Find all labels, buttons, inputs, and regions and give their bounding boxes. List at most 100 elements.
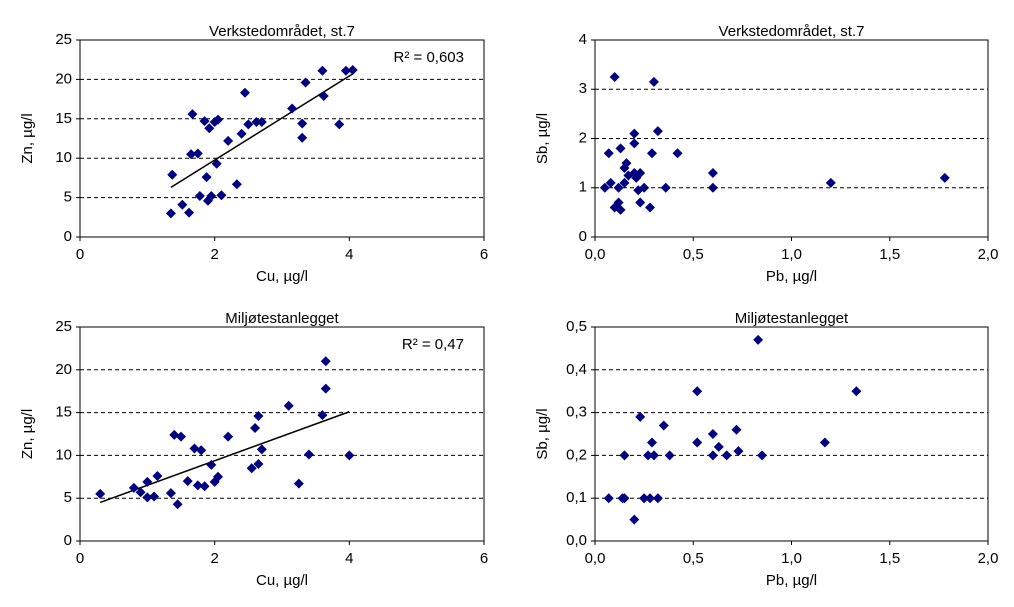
- point: [206, 191, 217, 202]
- plot-frame: [79, 39, 485, 238]
- point: [318, 90, 329, 101]
- point: [621, 158, 632, 169]
- point: [192, 148, 203, 159]
- y-tick-label: 4: [579, 31, 587, 48]
- point: [95, 488, 106, 499]
- point: [303, 449, 314, 460]
- point: [664, 450, 675, 461]
- point: [635, 197, 646, 208]
- y-axis-label: Zn, µg/l: [19, 113, 36, 163]
- y-tick-label: 15: [55, 404, 72, 421]
- x-tick-label: 1,0: [781, 550, 802, 567]
- x-tick-label: 2,0: [978, 550, 999, 567]
- y-tick-label: 15: [55, 110, 72, 127]
- point: [825, 177, 836, 188]
- point: [599, 182, 610, 193]
- point: [731, 424, 742, 435]
- x-tick-label: 0: [76, 246, 84, 263]
- point: [211, 158, 222, 169]
- annotation: R² = 0,603: [394, 49, 464, 66]
- point: [648, 76, 659, 87]
- x-tick-label: 6: [480, 246, 488, 263]
- point: [672, 148, 683, 159]
- point: [660, 182, 671, 193]
- point: [605, 177, 616, 188]
- point: [619, 450, 630, 461]
- point: [192, 480, 203, 491]
- point: [635, 167, 646, 178]
- point: [347, 64, 358, 75]
- chart-title: Verkstedområdet, st.7: [719, 23, 865, 40]
- point: [293, 478, 304, 489]
- point: [246, 463, 257, 474]
- point: [184, 207, 195, 218]
- point: [172, 499, 183, 510]
- point: [223, 135, 234, 146]
- point: [609, 71, 620, 82]
- point: [169, 429, 180, 440]
- point: [167, 169, 178, 180]
- point: [939, 172, 950, 183]
- point: [250, 423, 261, 434]
- point: [317, 410, 328, 421]
- point: [619, 493, 630, 504]
- x-tick-label: 6: [480, 550, 488, 567]
- x-tick-label: 2: [210, 246, 218, 263]
- point: [639, 493, 650, 504]
- point: [199, 481, 210, 492]
- point: [753, 334, 764, 345]
- x-tick-label: 0,5: [683, 246, 704, 263]
- y-axis-label: Zn, µg/l: [19, 409, 36, 459]
- point: [199, 116, 210, 127]
- point: [340, 65, 351, 76]
- y-axis-label: Sb, µg/l: [534, 408, 551, 459]
- y-axis-label: Sb, µg/l: [534, 113, 551, 164]
- y-tick-label: 5: [64, 489, 72, 506]
- point: [615, 204, 626, 215]
- point: [201, 172, 212, 183]
- x-tick-label: 2: [210, 550, 218, 567]
- point: [603, 493, 614, 504]
- point: [629, 128, 640, 139]
- y-tick-label: 0,2: [566, 446, 587, 463]
- point: [165, 488, 176, 499]
- x-axis-label: Cu, µg/l: [256, 572, 308, 589]
- point: [320, 383, 331, 394]
- point: [177, 199, 188, 210]
- point: [189, 443, 200, 454]
- point: [648, 450, 659, 461]
- point: [253, 458, 264, 469]
- point: [635, 411, 646, 422]
- plot-frame: [594, 39, 989, 238]
- point: [733, 446, 744, 457]
- y-tick-label: 10: [55, 149, 72, 166]
- point: [176, 431, 186, 442]
- point: [213, 114, 224, 125]
- point: [142, 476, 153, 487]
- x-tick-label: 4: [345, 246, 353, 263]
- x-tick-label: 1,5: [879, 550, 900, 567]
- point: [619, 177, 630, 188]
- y-tick-label: 0,3: [566, 404, 587, 421]
- point: [707, 450, 718, 461]
- point: [646, 148, 657, 159]
- y-tick-label: 25: [55, 318, 72, 335]
- point: [186, 149, 197, 160]
- point: [283, 400, 294, 411]
- x-tick-label: 0,5: [683, 550, 704, 567]
- point: [128, 482, 139, 493]
- point: [707, 429, 718, 439]
- point: [253, 411, 264, 422]
- point: [149, 491, 160, 502]
- chart-title: Miljøtestanlegget: [225, 310, 339, 327]
- y-tick-label: 0,4: [566, 361, 587, 378]
- y-tick-label: 0,1: [566, 489, 587, 506]
- point: [256, 444, 267, 455]
- point: [231, 179, 242, 190]
- point: [213, 471, 224, 482]
- point: [721, 450, 732, 461]
- x-tick-label: 0,0: [585, 550, 606, 567]
- y-tick-label: 5: [64, 189, 72, 206]
- point: [187, 109, 198, 120]
